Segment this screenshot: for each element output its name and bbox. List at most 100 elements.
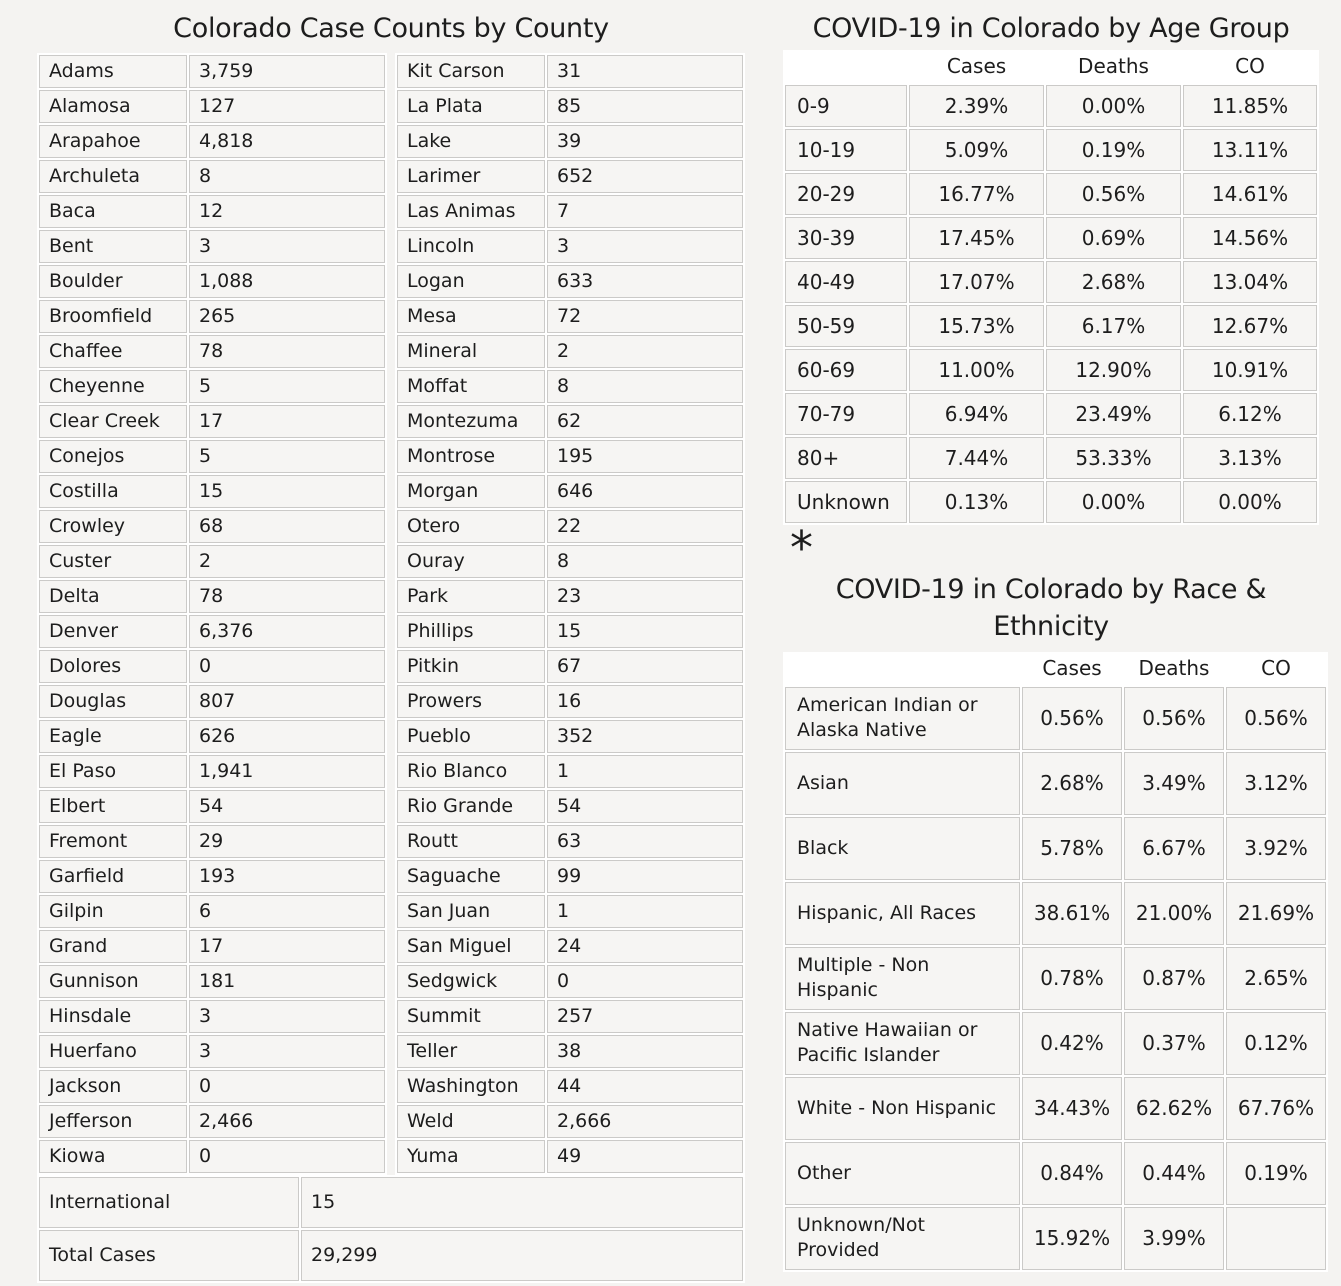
row-label-cell: Rio Blanco	[397, 755, 545, 788]
row-label-cell: Moffat	[397, 370, 545, 403]
table-row: Rio Blanco 1	[397, 755, 743, 788]
row-value-cell: 5.78%	[1022, 816, 1122, 880]
row-label-cell: Huerfano	[39, 1035, 187, 1068]
table-row: Adams 3,759	[39, 55, 385, 88]
table-row: Kiowa 0	[39, 1140, 385, 1173]
row-value-cell: 8	[189, 160, 385, 193]
table-row: Boulder 1,088	[39, 265, 385, 298]
row-value-cell: 5	[189, 370, 385, 403]
row-value-cell: 13.04%	[1183, 261, 1317, 303]
table-row: Gilpin 6	[39, 895, 385, 928]
row-label-cell: Yuma	[397, 1140, 545, 1173]
row-label-cell: Crowley	[39, 510, 187, 543]
table-row: Huerfano 3	[39, 1035, 385, 1068]
table-row: Saguache 99	[397, 860, 743, 893]
race-header-row: Cases Deaths CO	[785, 654, 1326, 685]
row-value-cell: 195	[547, 440, 743, 473]
table-row: Otero 22	[397, 510, 743, 543]
table-row: 0-9 2.39% 0.00% 11.85%	[785, 85, 1317, 127]
row-label-cell: Lake	[397, 125, 545, 158]
row-value-cell: 39	[547, 125, 743, 158]
table-row: 40-49 17.07% 2.68% 13.04%	[785, 261, 1317, 303]
table-row: Moffat 8	[397, 370, 743, 403]
row-value-cell: 3	[189, 1000, 385, 1033]
table-row: Broomfield 265	[39, 300, 385, 333]
table-row: Alamosa 127	[39, 90, 385, 123]
row-value-cell: 352	[547, 720, 743, 753]
row-value-cell: 99	[547, 860, 743, 893]
race-table-title: COVID-19 in Colorado by Race & Ethnicity	[835, 574, 1267, 643]
row-label-cell: Unknown/Not Provided	[785, 1206, 1020, 1270]
row-value-cell: 2.68%	[1022, 751, 1122, 815]
age-col-co: CO	[1235, 54, 1265, 78]
table-row: Cheyenne 5	[39, 370, 385, 403]
row-label-cell: Eagle	[39, 720, 187, 753]
row-value-cell: 14.56%	[1183, 217, 1317, 259]
row-label-cell: 30-39	[785, 217, 907, 259]
row-value-cell: 24	[547, 930, 743, 963]
table-row: Archuleta 8	[39, 160, 385, 193]
table-row: 10-19 5.09% 0.19% 13.11%	[785, 129, 1317, 171]
row-label-cell: Baca	[39, 195, 187, 228]
row-label-cell: Prowers	[397, 685, 545, 718]
row-value-cell: 0.84%	[1022, 1141, 1122, 1205]
row-label-cell: Conejos	[39, 440, 187, 473]
table-row: San Miguel 24	[397, 930, 743, 963]
row-value-cell: 0.78%	[1022, 946, 1122, 1010]
row-value-cell: 3	[189, 230, 385, 263]
row-label-cell: Lincoln	[397, 230, 545, 263]
row-label-cell: Cheyenne	[39, 370, 187, 403]
age-table-title: COVID-19 in Colorado by Age Group	[812, 13, 1290, 44]
row-label-cell: 20-29	[785, 173, 907, 215]
row-label-cell: Kit Carson	[397, 55, 545, 88]
row-value-cell: 0.00%	[1046, 85, 1181, 127]
row-value-cell: 1,941	[189, 755, 385, 788]
table-row: Jackson 0	[39, 1070, 385, 1103]
row-value-cell: 29,299	[301, 1230, 743, 1281]
row-label-cell: Jackson	[39, 1070, 187, 1103]
row-value-cell: 67	[547, 650, 743, 683]
row-value-cell: 68	[189, 510, 385, 543]
row-label-cell: Black	[785, 816, 1020, 880]
row-value-cell: 633	[547, 265, 743, 298]
row-value-cell: 3.92%	[1226, 816, 1326, 880]
table-row: Chaffee 78	[39, 335, 385, 368]
table-row: Elbert 54	[39, 790, 385, 823]
county-tables: Adams 3,759 Alamosa 127 Arapahoe 4,818 Archule…	[37, 53, 745, 1175]
age-table: Cases Deaths CO 0-9 2.39% 0.00% 11.85% 10-19…	[783, 50, 1319, 525]
row-label-cell: Grand	[39, 930, 187, 963]
row-value-cell: 1	[547, 755, 743, 788]
row-label-cell: Asian	[785, 751, 1020, 815]
table-row: El Paso 1,941	[39, 755, 385, 788]
row-value-cell: 44	[547, 1070, 743, 1103]
table-row: Eagle 626	[39, 720, 385, 753]
race-header-spacer	[785, 654, 1020, 685]
row-value-cell: 11.00%	[909, 349, 1044, 391]
age-col-deaths: Deaths	[1078, 54, 1149, 78]
row-label-cell: Otero	[397, 510, 545, 543]
row-label-cell: 10-19	[785, 129, 907, 171]
row-label-cell: Saguache	[397, 860, 545, 893]
row-value-cell: 21.00%	[1124, 881, 1224, 945]
row-label-cell: Mesa	[397, 300, 545, 333]
age-col-cases: Cases	[946, 54, 1007, 78]
row-value-cell: 16.77%	[909, 173, 1044, 215]
row-label-cell: Ouray	[397, 545, 545, 578]
row-value-cell: 1	[547, 895, 743, 928]
row-value-cell: 3.49%	[1124, 751, 1224, 815]
table-row: Montrose 195	[397, 440, 743, 473]
row-value-cell: 0.44%	[1124, 1141, 1224, 1205]
row-label-cell: Native Hawaiian or Pacific Islander	[785, 1011, 1020, 1075]
row-label-cell: Hinsdale	[39, 1000, 187, 1033]
row-value-cell: 2.68%	[1046, 261, 1181, 303]
row-label-cell: Adams	[39, 55, 187, 88]
row-label-cell: Custer	[39, 545, 187, 578]
row-value-cell: 6.17%	[1046, 305, 1181, 347]
row-label-cell: Routt	[397, 825, 545, 858]
row-value-cell: 15	[547, 615, 743, 648]
row-value-cell: 21.69%	[1226, 881, 1326, 945]
row-label-cell: Washington	[397, 1070, 545, 1103]
row-value-cell: 54	[189, 790, 385, 823]
row-value-cell: 257	[547, 1000, 743, 1033]
row-value-cell: 72	[547, 300, 743, 333]
